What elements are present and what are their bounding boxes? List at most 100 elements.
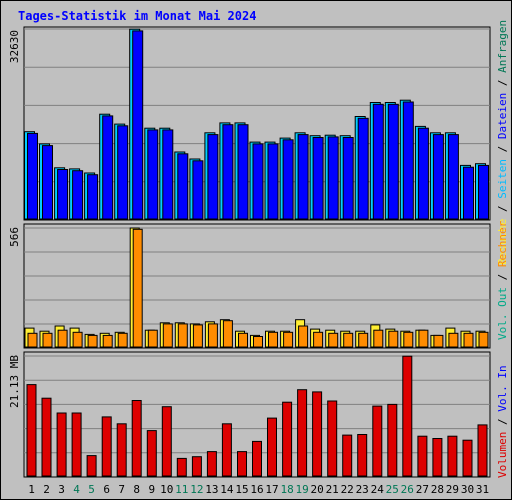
legend-separator: / <box>496 199 509 219</box>
bar-rechner-day-20 <box>313 331 324 348</box>
bar-volumen-day-12 <box>191 456 202 477</box>
bar-dateien-day-28 <box>432 134 444 220</box>
bar-rechner-day-26 <box>403 331 414 348</box>
bar-rechner-day-29 <box>448 332 459 348</box>
bar-dateien-day-30 <box>463 166 474 220</box>
bar-rechner-day-6 <box>102 334 113 348</box>
bar-dateien-day-31 <box>478 164 489 220</box>
right-legend: Besuche / Seiten / Dateien / AnfragenVol… <box>496 20 509 478</box>
bar-dateien-day-19 <box>297 134 309 220</box>
x-tick-label-day-30: 30 <box>461 483 474 496</box>
bar-volumen-day-14 <box>221 423 232 477</box>
x-tick-label-day-20: 20 <box>310 483 323 496</box>
bar-rechner-day-21 <box>328 332 339 348</box>
bar-rechner-day-13 <box>207 323 218 348</box>
x-tick-label-day-15: 15 <box>235 483 248 496</box>
bar-volumen-day-23 <box>357 434 368 477</box>
bar-volumen-day-27 <box>417 435 428 477</box>
bar-volumen-day-20 <box>312 391 323 477</box>
x-axis-day-labels: 1 2 3 4 5 6 7 8 9 10 11 12 13 14 15 16 17 18 19 20 21 22 23 24 2… <box>28 483 489 496</box>
bar-rechner-day-5 <box>87 334 98 348</box>
bar-dateien-day-4 <box>72 170 84 220</box>
bar-dateien-day-23 <box>357 117 369 220</box>
bar-volumen-day-28 <box>432 438 443 477</box>
bar-rechner-day-18 <box>283 331 294 348</box>
legend-text: Vol. Out / Rechner <box>496 220 509 340</box>
x-tick-label-day-1: 1 <box>28 483 35 496</box>
bar-rechner-day-2 <box>42 332 53 348</box>
bar-volumen-day-26 <box>402 355 413 477</box>
x-tick-label-day-31: 31 <box>476 483 489 496</box>
x-tick-label-day-29: 29 <box>446 483 459 496</box>
bar-volumen-day-2 <box>41 397 52 477</box>
bar-volumen-day-16 <box>252 440 262 477</box>
bar-volumen-day-1 <box>26 384 37 477</box>
bar-dateien-day-5 <box>87 174 99 220</box>
bar-dateien-day-2 <box>42 145 53 220</box>
bar-rechner-day-16 <box>253 336 263 348</box>
bar-volumen-day-30 <box>462 439 473 477</box>
bar-dateien-day-26 <box>402 101 414 220</box>
bar-volumen-day-10 <box>161 406 172 477</box>
x-tick-label-day-26: 26 <box>401 483 414 496</box>
legend-text: Besuche / Seiten / Dateien / Anfragen <box>496 20 509 265</box>
x-tick-label-day-25: 25 <box>386 483 399 496</box>
legend-text: Volumen / Vol. In <box>496 365 509 478</box>
bar-dateien-day-10 <box>162 129 174 220</box>
axis-max-label: 32630 <box>8 30 21 63</box>
axis-max-label: 21.13 MB <box>8 355 21 408</box>
panel-requests-files: 32630 <box>8 26 491 221</box>
bar-dateien-day-22 <box>342 137 354 220</box>
bar-dateien-day-1 <box>27 132 38 220</box>
x-tick-label-day-3: 3 <box>58 483 65 496</box>
bar-volumen-day-3 <box>56 412 67 477</box>
bar-dateien-day-21 <box>327 136 339 220</box>
x-tick-label-day-14: 14 <box>220 483 234 496</box>
bar-volumen-day-5 <box>86 455 97 477</box>
bar-volumen-day-18 <box>282 401 293 477</box>
x-tick-label-day-21: 21 <box>326 483 339 496</box>
bar-volumen-day-7 <box>116 423 127 477</box>
legend-item-volin: Vol. In <box>496 365 509 411</box>
x-tick-label-day-28: 28 <box>431 483 444 496</box>
legend-item-dateien: Dateien <box>496 93 509 139</box>
x-tick-label-day-2: 2 <box>43 483 50 496</box>
legend-item-rechner: Rechner <box>496 220 509 267</box>
bar-rechner-day-27 <box>418 329 429 348</box>
bar-rechner-day-7 <box>117 332 128 348</box>
x-tick-label-day-7: 7 <box>118 483 125 496</box>
bar-rechner-day-3 <box>57 329 68 348</box>
bar-volumen-day-31 <box>477 424 488 477</box>
bar-rechner-day-10 <box>162 323 173 348</box>
legend-item-seiten: Seiten <box>496 159 509 199</box>
bar-rechner-day-12 <box>192 324 203 348</box>
bar-rechner-day-23 <box>358 332 369 348</box>
bar-rechner-day-8 <box>132 228 143 348</box>
bar-rechner-day-4 <box>72 331 83 348</box>
bar-dateien-day-3 <box>57 169 69 220</box>
bar-rechner-day-14 <box>222 320 233 348</box>
bar-volumen-day-9 <box>146 430 157 477</box>
bar-dateien-day-7 <box>117 125 129 220</box>
legend-separator: / <box>496 73 509 93</box>
bar-dateien-day-20 <box>312 137 324 220</box>
bar-dateien-day-14 <box>222 124 234 220</box>
chart-title: Tages-Statistik im Monat Mai 2024 <box>18 9 256 23</box>
x-tick-label-day-23: 23 <box>356 483 369 496</box>
legend-item-volout: Vol. Out <box>496 287 509 340</box>
bar-volumen-day-6 <box>101 416 112 477</box>
x-tick-label-day-5: 5 <box>88 483 95 496</box>
x-tick-label-day-18: 18 <box>280 483 293 496</box>
bar-dateien-day-6 <box>102 115 114 220</box>
x-tick-label-day-8: 8 <box>133 483 140 496</box>
legend-item-volumen: Volumen <box>496 432 509 478</box>
bar-volumen-day-19 <box>297 389 308 477</box>
bar-dateien-day-25 <box>387 103 399 220</box>
bar-rechner-day-22 <box>343 332 354 348</box>
bar-rechner-day-1 <box>27 332 38 348</box>
bar-volumen-day-17 <box>267 417 277 477</box>
panel-visits-hosts: 566 <box>8 223 491 349</box>
legend-item-anfragen: Anfragen <box>496 20 509 73</box>
bar-rechner-day-9 <box>147 329 158 348</box>
